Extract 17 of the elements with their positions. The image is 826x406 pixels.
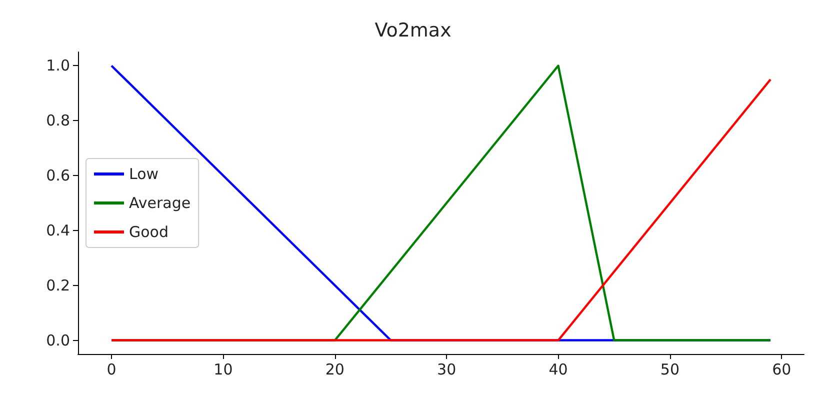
x-tick-label: 60 (772, 360, 792, 378)
x-tick-label: 20 (325, 360, 344, 378)
y-tick-label: 0.4 (46, 221, 70, 240)
x-tick-label: 30 (437, 360, 456, 378)
x-tick-label: 10 (214, 360, 233, 378)
legend-label: Average (129, 194, 191, 212)
legend-label: Low (129, 165, 159, 183)
y-tick-label: 1.0 (46, 56, 70, 75)
y-tick-label: 0.6 (46, 166, 70, 185)
y-tick-label: 0.0 (46, 331, 70, 350)
y-tick-label: 0.2 (46, 276, 70, 294)
x-tick-label: 50 (660, 360, 680, 378)
legend-label: Good (129, 223, 168, 241)
x-tick-label: 0 (106, 360, 116, 378)
y-tick-label: 0.8 (46, 112, 70, 130)
x-tick-label: 40 (548, 360, 568, 378)
chart-title: Vo2max (374, 20, 452, 42)
